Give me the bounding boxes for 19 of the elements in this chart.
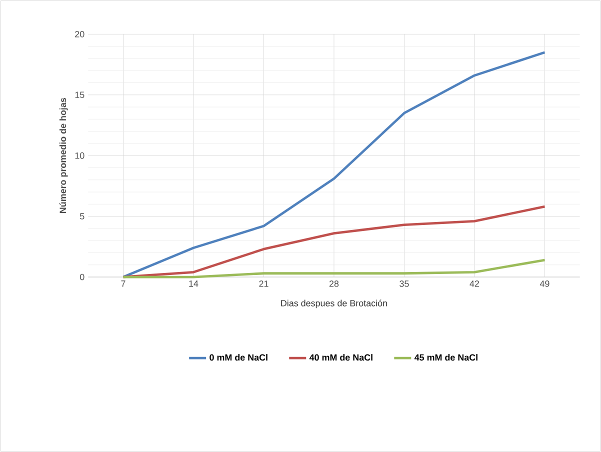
x-tick-label: 35 (400, 280, 409, 287)
line-series (122, 51, 546, 278)
x-tick-label: 42 (470, 280, 479, 287)
x-tick-label: 49 (540, 280, 550, 287)
y-axis-title: Número promedio de hojas (59, 98, 68, 213)
x-tick-label: 14 (189, 280, 198, 287)
y-tick-label: 15 (75, 92, 84, 98)
x-tick-label: 7 (121, 280, 126, 287)
legend-label: 40 mM de NaCl (309, 354, 372, 361)
x-axis-title: Dias despues de Brotación (281, 300, 387, 308)
y-tick-label: 10 (75, 152, 84, 159)
x-tick-label: 21 (259, 280, 268, 287)
x-tick-label: 28 (329, 280, 339, 287)
y-tick-label: 0 (80, 274, 84, 280)
y-tick-label: 5 (80, 213, 84, 220)
y-tick-label: 20 (75, 30, 84, 38)
legend-label: 45 mM de NaCl (414, 354, 478, 361)
legend-label: 0 mM de NaCl (210, 354, 268, 361)
line-series (122, 205, 546, 278)
